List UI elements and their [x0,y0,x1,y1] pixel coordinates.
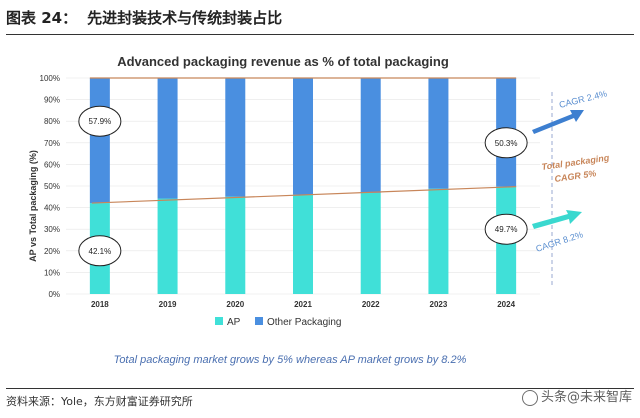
footer-rule [6,388,634,389]
y-axis-ticks: 0% 10% 20% 30% 40% 50% 60% 70% 80% 90% 100% [40,74,60,299]
x-tick-label: 2018 [91,300,109,309]
x-tick-label: 2020 [226,300,244,309]
y-tick-label: 90% [44,96,60,105]
chart-note: Total packaging market grows by 5% where… [114,354,467,366]
legend-swatch-ap [215,317,223,325]
watermark: 头条@未来智库 [521,386,632,406]
y-tick-label: 50% [44,182,60,191]
bar-other [293,78,313,195]
legend-label-other: Other Packaging [267,317,342,328]
y-tick-label: 40% [44,204,60,213]
x-axis-ticks: 2018 2019 2020 2021 2022 2023 2024 [91,300,516,309]
bar-ap [360,192,381,294]
bar-ap [428,188,449,294]
legend: AP Other Packaging [215,317,342,328]
bar-other [225,78,246,197]
bar-ap [225,196,246,294]
y-tick-label: 60% [44,160,60,169]
data-label-other-2018: 57.9% [89,117,112,126]
chart-panel [10,40,630,379]
data-labels: 57.9% 42.1% 50.3% 49.7% [78,105,528,267]
y-tick-label: 20% [44,247,60,256]
figure-header: 图表 24： 先进封装技术与传统封装占比 [6,4,634,34]
y-tick-label: 30% [44,225,60,234]
header-rule [6,34,634,35]
bar-other [89,78,110,204]
y-tick-label: 10% [44,268,60,277]
trend-line-segment [91,186,517,204]
chart: Advanced packaging revenue as % of total… [10,40,630,379]
bar-other [157,78,178,199]
data-label-ap-2018-bubble [78,235,122,267]
bar-other [428,78,449,189]
trend-line [89,77,517,204]
cagr-ap-arrow [532,210,582,229]
data-label-ap-2024: 49.7% [495,225,518,234]
y-tick-label: 70% [44,139,60,148]
data-label-other-2024: 50.3% [495,139,518,148]
data-label-other-2024-bubble [484,127,528,159]
legend-swatch-other [255,317,263,325]
y-tick-label: 80% [44,117,60,126]
y-tick-label: 100% [40,74,60,83]
data-label-ap-2024-bubble [484,213,528,245]
bar-ap [157,198,178,294]
watermark-text: 头条@未来智库 [540,390,632,405]
source-note: 资料来源：Yole，东方财富证券研究所 [6,395,193,408]
x-tick-label: 2021 [294,300,312,309]
bar-other [360,78,381,193]
x-tick-label: 2024 [497,300,515,309]
x-tick-label: 2019 [159,300,177,309]
figure-title: 先进封装技术与传统封装占比 [87,9,283,27]
bar-ap [293,194,313,294]
data-label-ap-2018: 42.1% [89,247,112,256]
figure-label: 图表 24： [6,9,78,27]
y-axis-label: AP vs Total packaging (%) [28,150,38,262]
watermark-logo-icon [521,389,538,406]
y-tick-label: 0% [48,290,60,299]
chart-title: Advanced packaging revenue as % of total… [117,54,449,69]
legend-label-ap: AP [227,317,241,328]
cagr-other-arrow [532,110,584,134]
x-tick-label: 2022 [362,300,380,309]
x-tick-label: 2023 [430,300,448,309]
data-label-other-2018-bubble [78,105,122,137]
